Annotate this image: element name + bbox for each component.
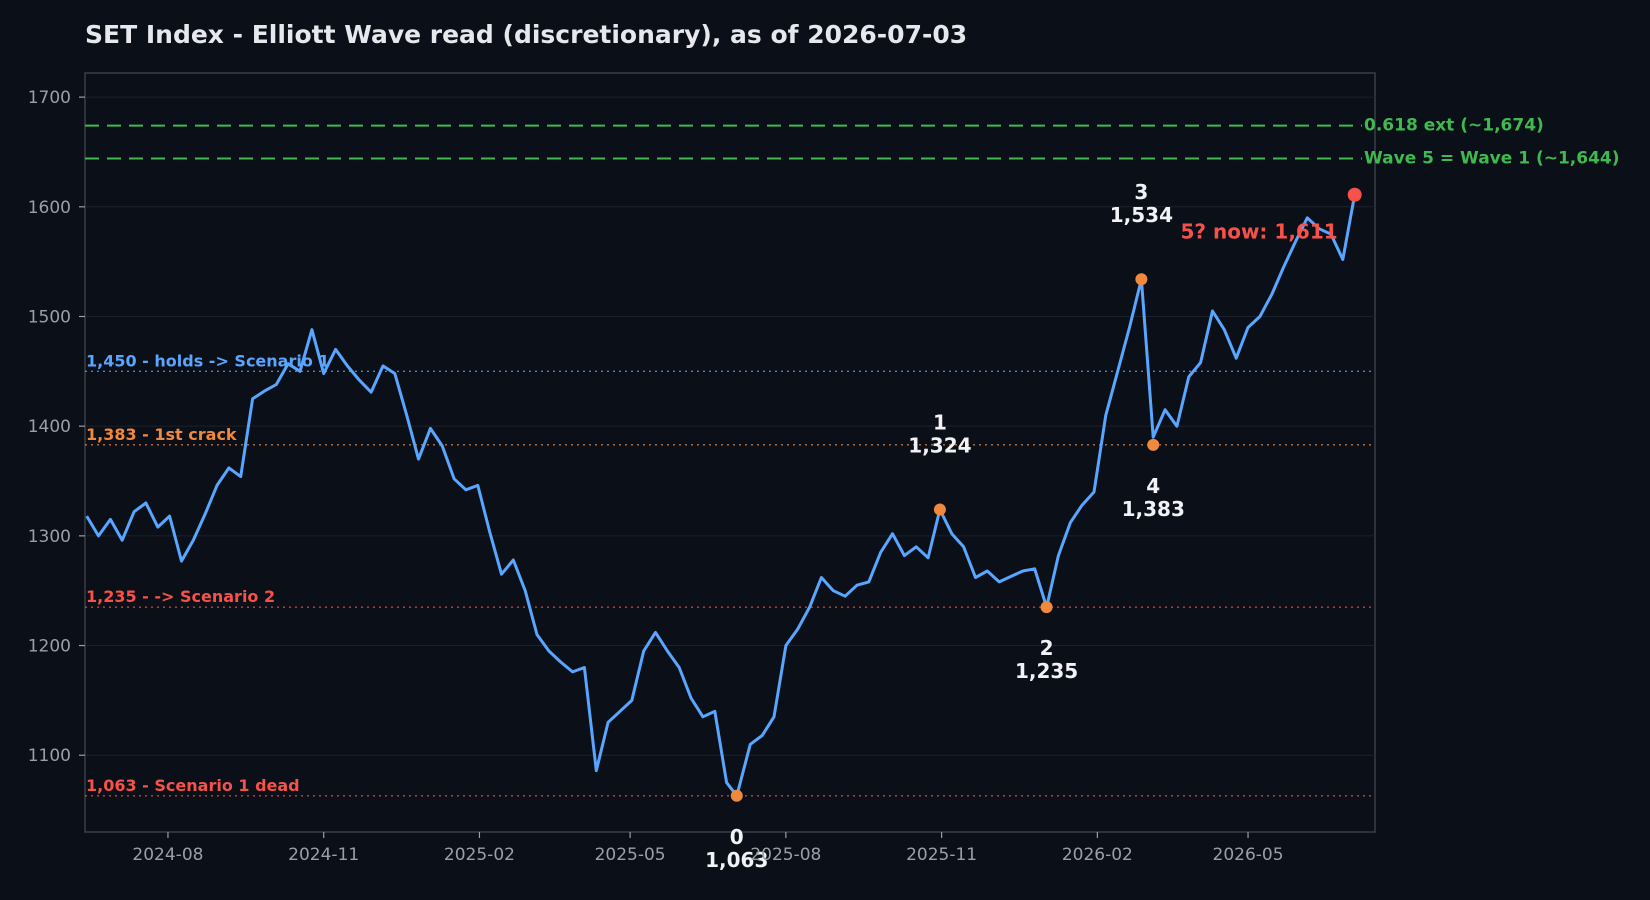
- wave-number-label: 1: [933, 411, 947, 435]
- price-line: [85, 194, 1357, 798]
- wave-number-label: 4: [1146, 474, 1160, 498]
- x-tick-label: 2024-08: [132, 845, 203, 865]
- y-tick-label: 1400: [28, 417, 71, 437]
- level-label: 1,450 - holds -> Scenario 1: [86, 351, 330, 370]
- wave-point: [1135, 273, 1148, 286]
- wave-value-label: 1,534: [1110, 203, 1173, 227]
- x-tick-label: 2025-02: [444, 845, 515, 865]
- y-tick-label: 1200: [28, 637, 71, 657]
- wave-point: [1040, 601, 1053, 614]
- x-tick-label: 2026-05: [1213, 845, 1284, 865]
- y-tick-label: 1500: [28, 307, 71, 327]
- axes: 1100 1200 1300 1400 1500 1600 1700 2024-08 2024-…: [28, 88, 1284, 865]
- y-tick-label: 1600: [28, 198, 71, 218]
- wave-value-label: 1,324: [908, 434, 971, 458]
- x-tick-label: 2025-11: [906, 845, 977, 865]
- level-label: 1,063 - Scenario 1 dead: [86, 776, 300, 795]
- y-tick-label: 1100: [28, 746, 71, 766]
- x-tick-label: 2026-02: [1062, 845, 1133, 865]
- target-label: 0.618 ext (~1,674): [1364, 116, 1544, 136]
- series-layer: [85, 194, 1357, 798]
- grid-layer: [85, 96, 1375, 756]
- wave-point: [730, 789, 743, 802]
- wave-number-label: 3: [1134, 180, 1148, 204]
- level-label: 1,383 - 1st crack: [86, 425, 237, 444]
- current-point: [1347, 187, 1362, 202]
- wave-number-label: 2: [1040, 636, 1054, 660]
- current-label: 5? now: 1,611: [1181, 220, 1338, 244]
- wave-markers: 01,063 11,324 21,235 31,534 41,383 5? now: 1,…: [705, 180, 1362, 872]
- x-tick-label: 2024-11: [288, 845, 359, 865]
- level-lines: 1,450 - holds -> Scenario 1 1,383 - 1st c…: [85, 116, 1620, 797]
- x-tick-label: 2025-05: [595, 845, 666, 865]
- plot-area: [84, 72, 1376, 833]
- y-tick-label: 1700: [28, 88, 71, 108]
- wave-point: [933, 503, 946, 516]
- level-label: 1,235 - -> Scenario 2: [86, 587, 275, 606]
- wave-value-label: 1,063: [705, 848, 768, 872]
- y-tick-label: 1300: [28, 527, 71, 547]
- wave-number-label: 0: [730, 825, 744, 849]
- wave-point: [1147, 438, 1160, 451]
- chart-title: SET Index - Elliott Wave read (discretio…: [85, 20, 967, 49]
- x-tick-label: 2025-08: [750, 845, 821, 865]
- target-label: Wave 5 = Wave 1 (~1,644): [1364, 149, 1620, 169]
- wave-value-label: 1,383: [1122, 497, 1185, 521]
- wave-value-label: 1,235: [1015, 659, 1078, 683]
